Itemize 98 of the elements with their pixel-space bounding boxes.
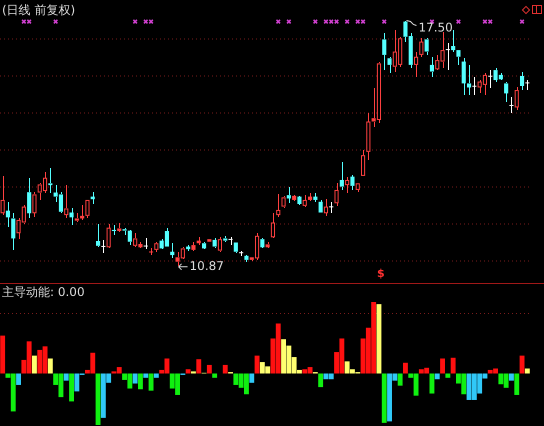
candlestick	[292, 194, 296, 202]
candlestick	[191, 242, 196, 252]
bar	[249, 374, 254, 383]
candlestick	[419, 38, 424, 58]
candlestick	[27, 178, 32, 218]
candlestick	[356, 183, 360, 192]
bar	[376, 304, 382, 374]
chart-title: (日线 前复权)	[2, 3, 76, 17]
candlestick	[350, 174, 355, 190]
candlestick	[514, 86, 519, 110]
candlestick	[324, 198, 328, 216]
bar	[154, 374, 159, 378]
bar	[143, 374, 148, 378]
candlestick	[122, 228, 127, 236]
bar	[403, 362, 408, 374]
bar	[206, 364, 212, 374]
bar	[64, 374, 69, 381]
candlestick	[366, 112, 370, 160]
candlestick	[96, 224, 100, 248]
candlestick	[456, 50, 461, 66]
bar	[69, 374, 74, 402]
candlestick	[90, 192, 95, 204]
chart-title: 主导动能: 0.00	[2, 285, 85, 299]
bar	[520, 356, 524, 374]
bar	[440, 358, 445, 374]
bar	[48, 358, 53, 374]
candlestick	[207, 239, 212, 242]
candlestick	[154, 242, 158, 252]
bar	[514, 374, 520, 395]
bar	[0, 336, 6, 374]
candlestick	[80, 204, 84, 220]
candlestick	[286, 186, 291, 204]
bar	[318, 374, 324, 388]
candlestick	[313, 192, 318, 202]
candlestick	[525, 80, 530, 90]
candlestick	[308, 192, 312, 202]
candlestick	[196, 236, 201, 246]
bar	[524, 368, 530, 374]
candlestick	[318, 200, 323, 213]
bar	[148, 374, 154, 391]
candlestick	[329, 202, 334, 214]
candlestick	[302, 194, 307, 208]
bar	[430, 374, 434, 394]
candlestick	[414, 52, 418, 78]
bar	[445, 374, 450, 378]
bar	[222, 364, 228, 374]
bar	[191, 371, 196, 374]
candlestick	[509, 96, 514, 114]
bar	[450, 358, 456, 374]
candlestick	[11, 212, 16, 250]
candlestick	[170, 242, 174, 258]
candlestick	[387, 56, 392, 74]
candlestick	[276, 194, 280, 218]
bar	[96, 374, 100, 425]
candlestick	[382, 32, 386, 70]
candlestick	[244, 254, 249, 262]
candlestick	[101, 240, 106, 254]
candlestick	[270, 212, 276, 238]
bar	[186, 369, 191, 374]
candlestick	[424, 38, 429, 56]
candlestick	[451, 30, 456, 52]
candlestick	[430, 56, 434, 78]
candlestick	[218, 236, 222, 252]
bar	[398, 374, 403, 386]
candlestick	[117, 222, 122, 232]
bar	[254, 356, 260, 374]
bar	[32, 356, 37, 374]
bar	[212, 374, 218, 378]
bar	[196, 359, 202, 374]
candlestick	[144, 238, 148, 250]
candlestick	[212, 238, 217, 248]
text: $	[377, 267, 385, 280]
candlestick	[32, 192, 37, 218]
candlestick	[466, 64, 472, 96]
candlestick	[472, 76, 476, 96]
candlestick	[69, 208, 74, 226]
candlestick	[340, 162, 344, 190]
bar	[509, 374, 514, 381]
candlestick	[223, 236, 228, 242]
bar	[138, 374, 143, 390]
candlestick	[64, 184, 68, 218]
candlestick	[6, 202, 10, 228]
annotation: 17.50	[418, 20, 453, 35]
bar	[132, 374, 138, 384]
candlestick	[360, 150, 366, 176]
bar	[16, 374, 21, 385]
candlestick	[85, 200, 90, 218]
annotation: 10.87	[190, 258, 224, 273]
candlestick	[488, 70, 492, 88]
candlestick	[446, 42, 450, 70]
candlestick	[520, 72, 524, 90]
candlestick	[462, 58, 466, 96]
candlestick	[334, 182, 339, 206]
bar	[382, 374, 387, 423]
candlestick	[0, 176, 5, 216]
candlestick	[504, 82, 508, 102]
candlestick	[234, 242, 238, 254]
candlestick	[281, 196, 286, 208]
